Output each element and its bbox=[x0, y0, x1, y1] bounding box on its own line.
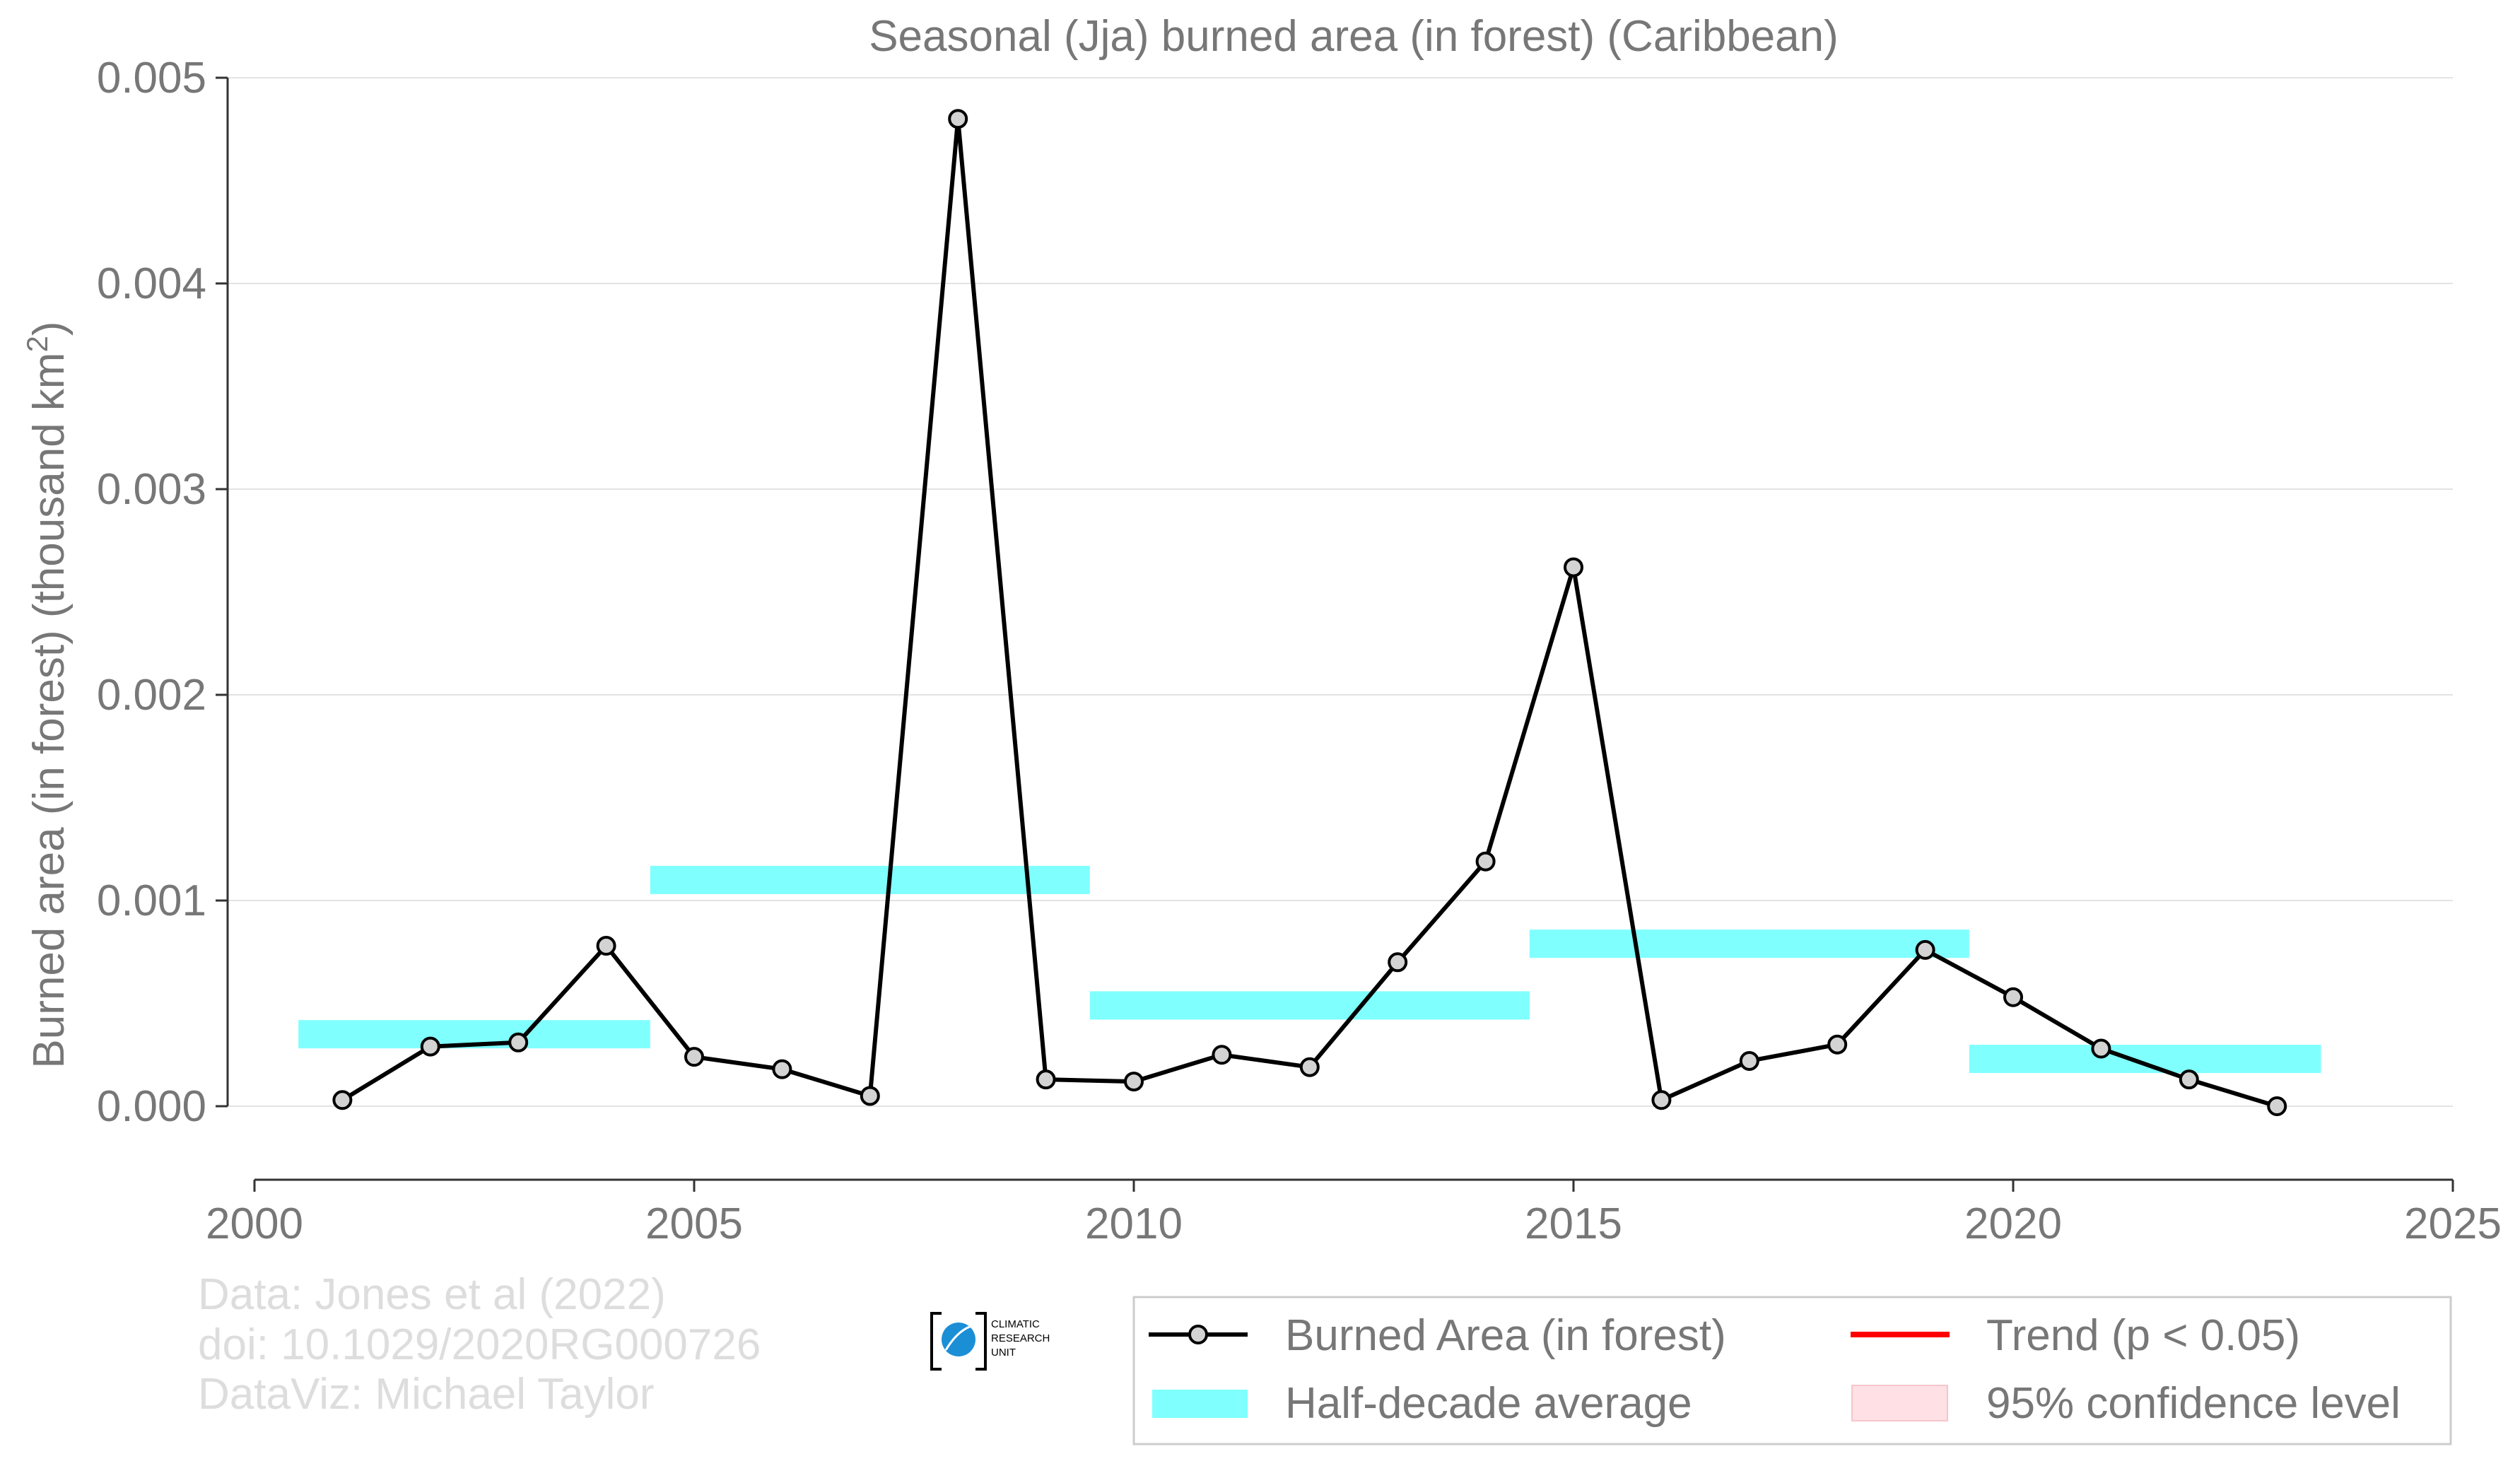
data-point bbox=[1564, 557, 1583, 577]
burned-area-series bbox=[332, 109, 2287, 1116]
gridlines bbox=[228, 77, 2453, 1107]
legend-label-confidence: 95% confidence level bbox=[1986, 1379, 2401, 1428]
y-axis-label: Burned area (in forest) (thousand km2) bbox=[20, 321, 74, 1068]
data-point bbox=[1036, 1069, 1056, 1090]
data-point bbox=[772, 1059, 792, 1079]
globe-icon-swoosh bbox=[944, 1324, 975, 1351]
data-point bbox=[1299, 1057, 1320, 1077]
logo-text-3: UNIT bbox=[991, 1347, 1016, 1359]
logo-text-1: CLIMATIC bbox=[991, 1318, 1040, 1330]
data-point bbox=[1475, 851, 1496, 872]
x-tick-label: 2015 bbox=[1525, 1200, 1622, 1248]
x-tick-label: 2010 bbox=[1085, 1200, 1183, 1248]
data-point bbox=[1739, 1050, 1759, 1071]
data-point bbox=[1915, 939, 1935, 960]
y-tick-label: 0.003 bbox=[97, 465, 206, 514]
data-point bbox=[1651, 1090, 1672, 1110]
legend-label-trend: Trend (p < 0.05) bbox=[1986, 1311, 2300, 1360]
data-point bbox=[684, 1047, 704, 1067]
legend-band-symbol bbox=[1152, 1390, 1248, 1418]
data-point bbox=[860, 1086, 880, 1106]
data-point bbox=[1388, 952, 1408, 973]
y-tick-label: 0.002 bbox=[97, 671, 206, 720]
legend-box bbox=[1132, 1296, 2452, 1446]
x-tick-label: 2000 bbox=[206, 1200, 303, 1248]
data-point bbox=[332, 1090, 353, 1110]
credit-line-dataviz: DataViz: Michael Taylor bbox=[198, 1370, 655, 1419]
logo-left-bracket bbox=[930, 1312, 942, 1371]
cru-logo: CLIMATIC RESEARCH UNIT bbox=[930, 1312, 1050, 1371]
data-point bbox=[420, 1036, 440, 1057]
half-decade-bar bbox=[650, 865, 1090, 894]
half-decade-bar bbox=[1969, 1045, 2321, 1074]
data-point bbox=[2267, 1096, 2287, 1116]
y-tick-label: 0.004 bbox=[97, 259, 206, 308]
legend-label-half-decade: Half-decade average bbox=[1285, 1379, 1692, 1428]
data-point bbox=[1212, 1045, 1232, 1065]
half-decade-bands bbox=[298, 865, 2321, 1074]
data-point bbox=[2091, 1038, 2111, 1059]
x-tick-label: 2020 bbox=[1964, 1200, 2062, 1248]
credits: Data: Jones et al (2022) doi: 10.1029/20… bbox=[198, 1270, 761, 1419]
legend-marker-symbol bbox=[1188, 1325, 1208, 1344]
logo-text-2: RESEARCH bbox=[991, 1332, 1050, 1344]
y-tick-label: 0.000 bbox=[97, 1082, 206, 1131]
data-point bbox=[1124, 1072, 1144, 1092]
logo-right-bracket bbox=[975, 1312, 987, 1371]
legend: Burned Area (in forest) Trend (p < 0.05)… bbox=[1132, 1296, 2452, 1446]
credit-line-data: Data: Jones et al (2022) bbox=[198, 1270, 666, 1319]
x-axis-ticks: 2000 2005 2010 2015 2020 2025 bbox=[206, 1180, 2502, 1248]
data-point bbox=[2179, 1069, 2199, 1090]
series-line bbox=[341, 117, 2278, 1108]
legend-confidence-symbol bbox=[1851, 1385, 1948, 1421]
data-point bbox=[596, 936, 616, 956]
half-decade-bar bbox=[1529, 930, 1969, 958]
data-point bbox=[508, 1032, 529, 1052]
globe-icon bbox=[942, 1323, 975, 1356]
legend-label-burned-area: Burned Area (in forest) bbox=[1285, 1311, 1726, 1360]
half-decade-bar bbox=[1089, 991, 1530, 1020]
credit-line-doi: doi: 10.1029/2020RG000726 bbox=[198, 1320, 761, 1369]
y-axis-ticks: 0.000 0.001 0.002 0.003 0.004 0.005 bbox=[97, 54, 228, 1131]
chart-title: Seasonal (Jja) burned area (in forest) (… bbox=[869, 12, 1839, 61]
y-tick-label: 0.005 bbox=[97, 54, 206, 102]
x-tick-label: 2025 bbox=[2404, 1200, 2502, 1248]
data-point bbox=[948, 109, 968, 129]
y-tick-label: 0.001 bbox=[97, 876, 206, 925]
x-tick-label: 2005 bbox=[645, 1200, 743, 1248]
data-point bbox=[2003, 987, 2023, 1007]
data-point bbox=[1827, 1034, 1848, 1055]
